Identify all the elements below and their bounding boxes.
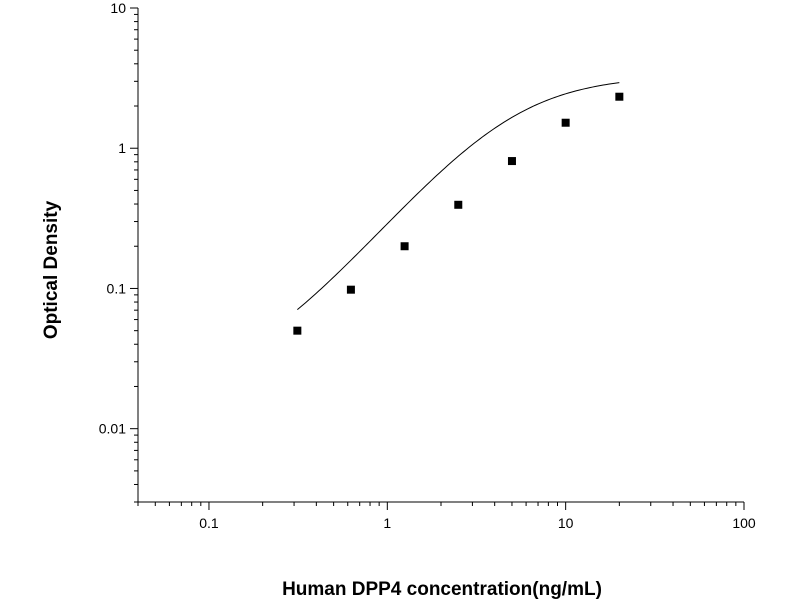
x-tick-label: 10: [558, 515, 574, 531]
x-axis-ticks: 0.1 1 10 100: [137, 502, 756, 531]
fit-curve-line: [297, 82, 620, 311]
data-point: [615, 92, 624, 101]
y-axis-ticks: 0.01 0.1 1 10: [99, 0, 138, 503]
data-point: [507, 157, 516, 166]
x-tick-label: 0.1: [199, 515, 219, 531]
y-tick-label: 10: [110, 0, 126, 16]
data-point: [293, 326, 302, 335]
x-tick-label: 1: [383, 515, 391, 531]
x-axis-title: Human DPP4 concentration(ng/mL): [282, 579, 602, 600]
data-point: [561, 118, 570, 127]
y-tick-label: 1: [118, 140, 126, 156]
y-tick-label: 0.01: [99, 421, 126, 437]
data-points: [293, 92, 624, 335]
y-axis-title: Optical Density: [41, 200, 62, 339]
chart-axes: [137, 8, 744, 503]
data-point: [346, 285, 355, 294]
data-point: [400, 242, 409, 251]
y-tick-label: 0.1: [107, 280, 127, 296]
data-point: [454, 200, 463, 209]
x-tick-label: 100: [732, 515, 756, 531]
